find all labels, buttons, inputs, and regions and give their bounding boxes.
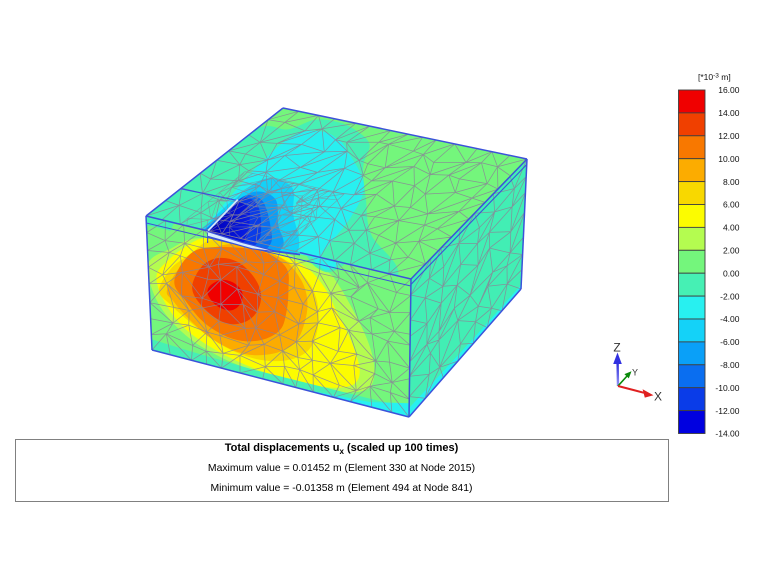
svg-text:10.00: 10.00	[718, 154, 740, 164]
svg-text:X: X	[654, 390, 662, 404]
svg-text:-8.00: -8.00	[720, 360, 740, 370]
svg-text:-4.00: -4.00	[720, 314, 740, 324]
svg-text:-10.00: -10.00	[715, 383, 739, 393]
svg-text:4.00: 4.00	[723, 223, 740, 233]
svg-text:-12.00: -12.00	[715, 406, 739, 416]
svg-text:-14.00: -14.00	[715, 429, 739, 439]
svg-text:14.00: 14.00	[718, 108, 740, 118]
svg-text:8.00: 8.00	[723, 177, 740, 187]
svg-text:0.00: 0.00	[723, 268, 740, 278]
svg-text:-2.00: -2.00	[720, 291, 740, 301]
svg-text:6.00: 6.00	[723, 200, 740, 210]
svg-text:2.00: 2.00	[723, 246, 740, 256]
svg-text:12.00: 12.00	[718, 131, 740, 141]
svg-text:Z: Z	[613, 341, 620, 355]
svg-text:[*10-3 m]: [*10-3 m]	[698, 72, 731, 82]
svg-text:Y: Y	[632, 368, 638, 378]
svg-text:-6.00: -6.00	[720, 337, 740, 347]
svg-text:16.00: 16.00	[718, 85, 740, 95]
